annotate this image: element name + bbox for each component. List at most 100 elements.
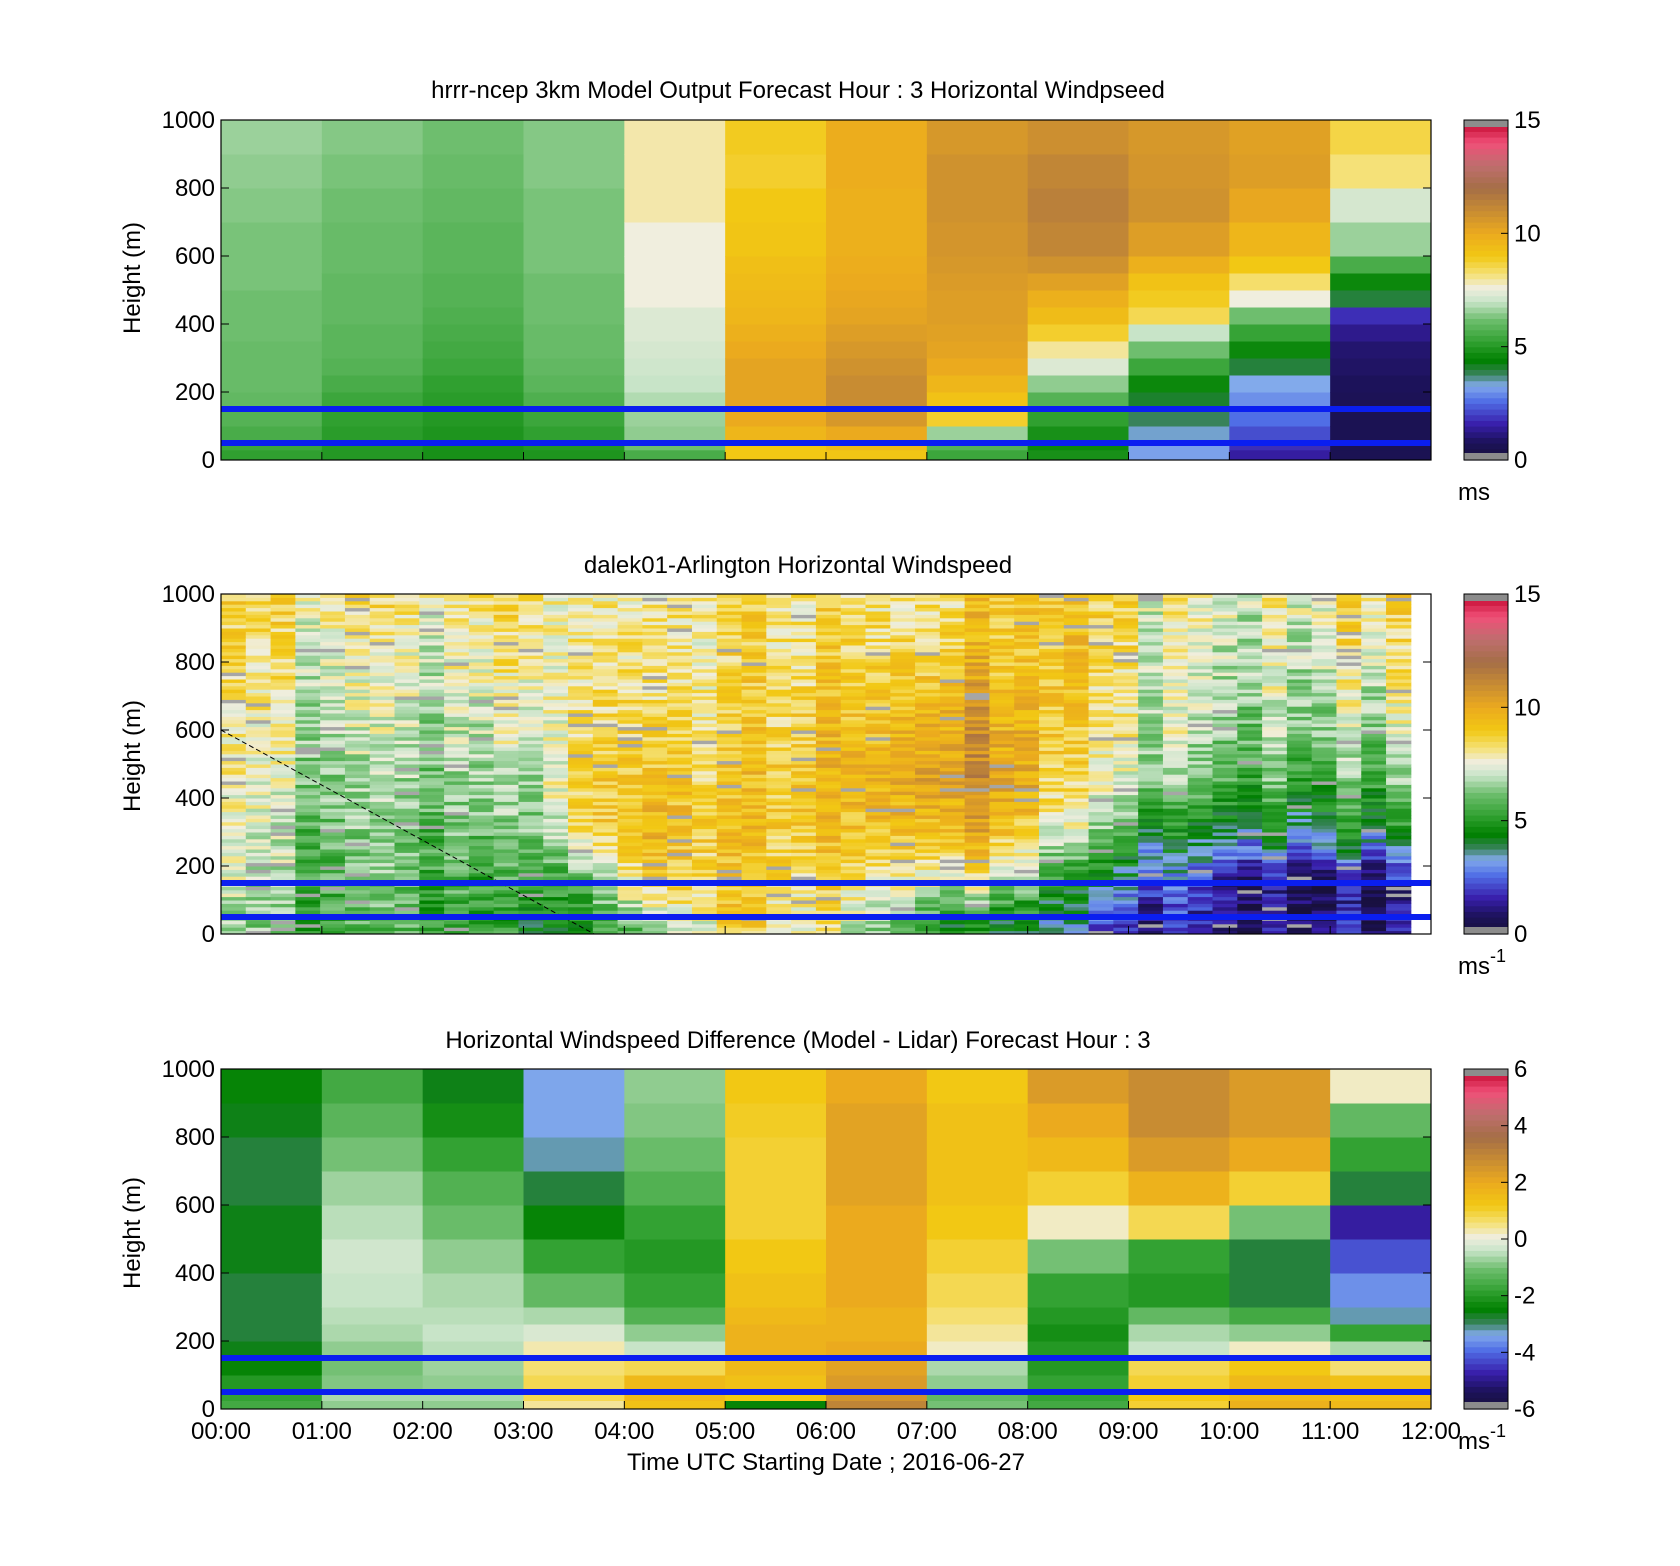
heatmap-cell (826, 426, 927, 440)
heatmap-cell (915, 903, 940, 907)
heatmap-cell (543, 839, 568, 843)
heatmap-cell (1237, 873, 1262, 877)
heatmap-cell (295, 873, 320, 877)
heatmap-cell (965, 890, 990, 894)
heatmap-cell (1336, 631, 1361, 635)
heatmap-cell (423, 154, 524, 189)
heatmap-cell (618, 642, 643, 646)
heatmap-cell (1237, 866, 1262, 870)
heatmap-cell (221, 829, 246, 833)
heatmap-cell (221, 781, 246, 785)
heatmap-cell (568, 747, 593, 751)
heatmap-cell (593, 754, 618, 758)
heatmap-cell (543, 856, 568, 860)
heatmap-cell (865, 815, 890, 819)
heatmap-cell (1188, 597, 1213, 601)
heatmap-cell (667, 757, 692, 761)
heatmap-cell (593, 778, 618, 782)
heatmap-cell (1330, 256, 1431, 274)
heatmap-cell (1287, 659, 1312, 663)
heatmap-cell (1113, 631, 1138, 635)
colorbar-swatch (1464, 296, 1508, 302)
heatmap-cell (692, 662, 717, 666)
heatmap-cell (1138, 727, 1163, 731)
heatmap-cell (1237, 625, 1262, 629)
heatmap-cell (370, 737, 395, 741)
heatmap-cell (518, 744, 543, 748)
heatmap-cell (642, 720, 667, 724)
heatmap-cell (221, 625, 246, 629)
heatmap-cell (1287, 713, 1312, 717)
heatmap-cell (1213, 710, 1238, 714)
heatmap-cell (444, 655, 469, 659)
heatmap-cell (766, 761, 791, 765)
heatmap-cell (1287, 856, 1312, 860)
heatmap-cell (568, 761, 593, 765)
heatmap-cell (543, 608, 568, 612)
heatmap-cell (1237, 750, 1262, 754)
heatmap-cell (1312, 767, 1337, 771)
heatmap-cell (1113, 771, 1138, 775)
heatmap-cell (618, 876, 643, 880)
heatmap-cell (295, 784, 320, 788)
heatmap-cell (890, 659, 915, 663)
heatmap-cell (320, 686, 345, 690)
heatmap-cell (865, 648, 890, 652)
heatmap-cell (1113, 720, 1138, 724)
heatmap-cell (1064, 659, 1089, 663)
heatmap-cell (444, 825, 469, 829)
heatmap-cell (692, 920, 717, 924)
heatmap-cell (1064, 611, 1089, 615)
heatmap-cell (1138, 696, 1163, 700)
heatmap-cell (1163, 767, 1188, 771)
heatmap-cell (890, 665, 915, 669)
heatmap-cell (1237, 818, 1262, 822)
colorbar-swatch (1464, 364, 1508, 370)
heatmap-cell (816, 808, 841, 812)
heatmap-cell (841, 733, 866, 737)
heatmap-cell (1213, 903, 1238, 907)
heatmap-cell (915, 778, 940, 782)
heatmap-cell (742, 713, 767, 717)
heatmap-cell (667, 699, 692, 703)
heatmap-cell (543, 788, 568, 792)
heatmap-cell (593, 866, 618, 870)
heatmap-cell (865, 893, 890, 897)
heatmap-cell (1138, 744, 1163, 748)
heatmap-cell (271, 808, 296, 812)
heatmap-cell (915, 873, 940, 877)
heatmap-cell (395, 927, 420, 931)
heatmap-cell (221, 761, 246, 765)
heatmap-cell (1028, 426, 1129, 440)
heatmap-cell (370, 839, 395, 843)
heatmap-cell (618, 897, 643, 901)
heatmap-cell (1064, 730, 1089, 734)
heatmap-cell (965, 720, 990, 724)
heatmap-cell (469, 706, 494, 710)
heatmap-cell (1014, 900, 1039, 904)
heatmap-cell (1163, 642, 1188, 646)
heatmap-cell (766, 659, 791, 663)
heatmap-cell (1014, 839, 1039, 843)
heatmap-cell (320, 832, 345, 836)
heatmap-cell (568, 886, 593, 890)
heatmap-cell (395, 920, 420, 924)
heatmap-cell (1213, 693, 1238, 697)
heatmap-cell (1113, 869, 1138, 873)
heatmap-cell (890, 886, 915, 890)
heatmap-cell (1138, 890, 1163, 894)
heatmap-cell (370, 764, 395, 768)
heatmap-cell (915, 798, 940, 802)
heatmap-cell (271, 842, 296, 846)
heatmap-cell (221, 744, 246, 748)
heatmap-cell (444, 614, 469, 618)
heatmap-cell (469, 924, 494, 928)
heatmap-cell (766, 689, 791, 693)
heatmap-cell (444, 893, 469, 897)
heatmap-cell (1039, 631, 1064, 635)
heatmap-cell (469, 621, 494, 625)
heatmap-cell (221, 662, 246, 666)
heatmap-cell (295, 815, 320, 819)
heatmap-cell (915, 628, 940, 632)
heatmap-cell (816, 614, 841, 618)
